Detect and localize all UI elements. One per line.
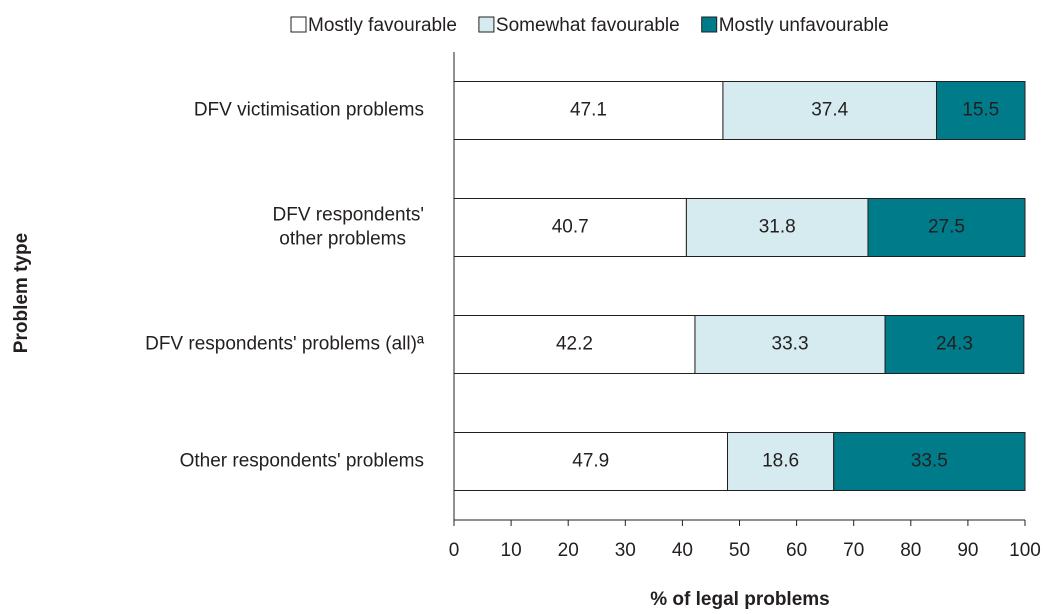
legend-label: Somewhat favourable <box>496 15 680 36</box>
data-label: 42.2 <box>556 334 593 355</box>
legend-label: Mostly favourable <box>308 15 457 36</box>
x-tick-label: 30 <box>615 540 636 561</box>
bar-segment <box>727 432 835 491</box>
y-tick-label: DFV respondents' problems (all)ª <box>145 334 425 355</box>
data-label: 37.4 <box>811 100 848 121</box>
bar-segment <box>867 198 1026 257</box>
x-tick-label: 20 <box>558 540 579 561</box>
data-label: 33.3 <box>772 334 809 355</box>
x-tick-label: 50 <box>729 540 750 561</box>
data-label: 47.1 <box>570 100 607 121</box>
y-tick-label: Other respondents' problems <box>180 451 424 472</box>
x-tick-label: 80 <box>900 540 921 561</box>
legend-swatch <box>290 16 307 33</box>
x-tick-label: 10 <box>501 540 522 561</box>
legend-swatch <box>701 16 718 33</box>
legend-swatch <box>478 16 495 33</box>
bar-segment <box>884 315 1025 374</box>
data-label: 47.9 <box>572 451 609 472</box>
data-label: 40.7 <box>552 217 589 238</box>
x-tick-label: 0 <box>449 540 460 561</box>
bar-segment <box>453 432 729 491</box>
data-label: 18.6 <box>762 451 799 472</box>
legend-label: Mostly unfavourable <box>719 15 889 36</box>
y-axis-label: Problem type <box>11 233 32 353</box>
data-label: 24.3 <box>936 334 973 355</box>
bar-segment <box>833 432 1026 491</box>
data-label: 27.5 <box>928 217 965 238</box>
x-tick-label: 100 <box>1009 540 1041 561</box>
bar-segment <box>722 81 937 140</box>
y-tick-label: DFV respondents' other problems <box>273 205 424 250</box>
bar-segment <box>453 198 687 257</box>
bar-segment <box>453 81 724 140</box>
data-label: 31.8 <box>759 217 796 238</box>
bar-segment <box>685 198 869 257</box>
data-label: 15.5 <box>962 100 999 121</box>
bar-segment <box>935 81 1026 140</box>
data-label: 33.5 <box>911 451 948 472</box>
y-tick-label: DFV victimisation problems <box>194 100 424 121</box>
x-tick-label: 90 <box>957 540 978 561</box>
x-tick-label: 70 <box>843 540 864 561</box>
x-tick-label: 60 <box>786 540 807 561</box>
x-axis-label: % of legal problems <box>650 589 829 610</box>
bar-segment <box>453 315 696 374</box>
x-tick-label: 40 <box>672 540 693 561</box>
